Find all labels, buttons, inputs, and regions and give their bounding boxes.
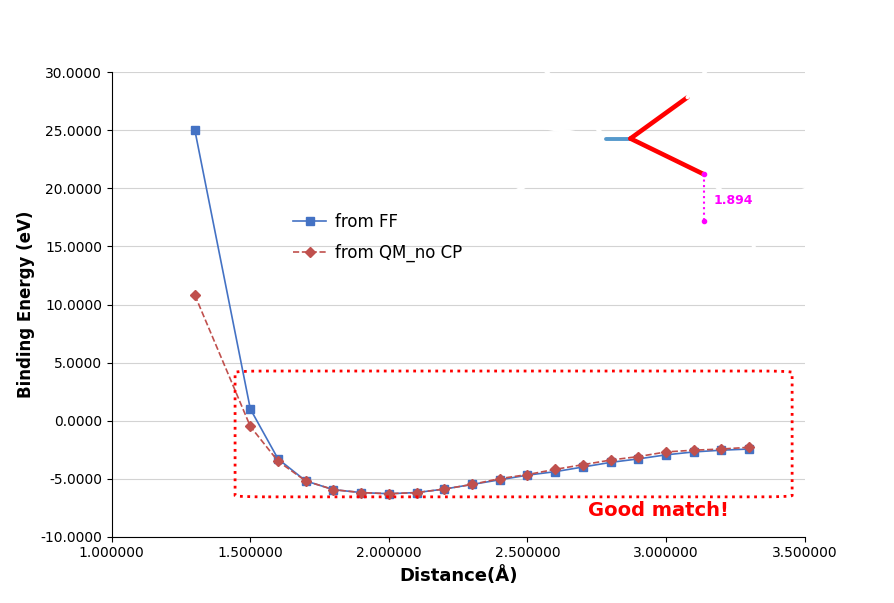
from QM_no CP bbox=[411, 489, 422, 496]
from FF bbox=[190, 127, 200, 134]
from FF bbox=[356, 489, 367, 496]
from QM_no CP bbox=[688, 447, 699, 454]
from FF bbox=[550, 468, 561, 475]
from QM_no CP bbox=[605, 456, 616, 464]
from FF bbox=[522, 472, 533, 479]
X-axis label: Distance(Å): Distance(Å) bbox=[399, 566, 518, 585]
Line: from QM_no CP: from QM_no CP bbox=[191, 292, 753, 497]
from QM_no CP bbox=[300, 478, 311, 485]
from QM_no CP bbox=[328, 486, 339, 493]
from FF bbox=[661, 451, 671, 458]
from FF bbox=[273, 455, 283, 463]
from FF bbox=[633, 455, 644, 463]
from QM_no CP bbox=[744, 444, 755, 451]
from FF bbox=[411, 489, 422, 496]
from FF bbox=[688, 448, 699, 455]
Legend: from FF, from QM_no CP: from FF, from QM_no CP bbox=[286, 206, 468, 269]
Text: 1.894: 1.894 bbox=[713, 194, 754, 207]
from QM_no CP bbox=[439, 485, 450, 493]
from FF bbox=[467, 481, 477, 488]
from QM_no CP bbox=[716, 446, 727, 453]
Text: Good match!: Good match! bbox=[588, 500, 730, 520]
from FF bbox=[300, 478, 311, 485]
from FF bbox=[384, 490, 394, 497]
from FF bbox=[328, 486, 339, 493]
Line: from FF: from FF bbox=[190, 126, 754, 498]
from FF bbox=[716, 447, 727, 454]
from FF bbox=[439, 485, 450, 493]
from QM_no CP bbox=[384, 490, 394, 497]
from QM_no CP bbox=[245, 423, 256, 430]
from FF bbox=[605, 459, 616, 466]
from QM_no CP bbox=[273, 458, 283, 465]
from FF bbox=[245, 405, 256, 412]
from QM_no CP bbox=[190, 292, 200, 299]
from QM_no CP bbox=[522, 471, 533, 478]
from QM_no CP bbox=[578, 461, 588, 469]
from QM_no CP bbox=[494, 475, 505, 482]
from QM_no CP bbox=[633, 453, 644, 460]
from QM_no CP bbox=[661, 448, 671, 455]
from QM_no CP bbox=[467, 481, 477, 488]
from FF bbox=[578, 463, 588, 470]
from FF bbox=[744, 446, 755, 453]
from QM_no CP bbox=[356, 489, 367, 496]
from QM_no CP bbox=[550, 466, 561, 473]
Y-axis label: Binding Energy (eV): Binding Energy (eV) bbox=[17, 211, 35, 398]
from FF bbox=[494, 476, 505, 484]
